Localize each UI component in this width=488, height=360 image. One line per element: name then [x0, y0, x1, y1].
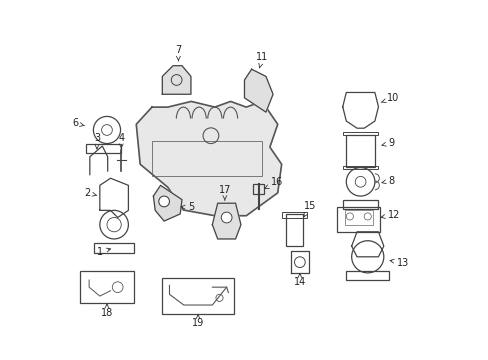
Bar: [346, 135, 374, 167]
Bar: [285, 214, 303, 246]
Text: 19: 19: [192, 315, 204, 328]
Bar: [94, 243, 134, 253]
Text: 4: 4: [118, 133, 124, 148]
Text: 14: 14: [293, 274, 305, 287]
Text: 11: 11: [256, 52, 268, 68]
Text: 17: 17: [218, 185, 230, 200]
Circle shape: [159, 196, 169, 207]
Text: 9: 9: [381, 138, 393, 148]
Polygon shape: [136, 102, 281, 216]
Polygon shape: [153, 185, 182, 221]
Text: 13: 13: [389, 258, 409, 268]
Bar: [342, 132, 378, 135]
Bar: [162, 278, 233, 314]
Polygon shape: [162, 66, 190, 94]
Text: 16: 16: [264, 177, 282, 189]
Text: 5: 5: [181, 202, 194, 212]
Text: 2: 2: [84, 188, 96, 198]
Bar: [337, 207, 380, 232]
Bar: [282, 212, 306, 217]
Bar: [152, 141, 262, 176]
Bar: [342, 166, 378, 169]
Bar: [253, 184, 264, 194]
Bar: [346, 271, 388, 280]
Text: 6: 6: [72, 118, 84, 129]
Text: 10: 10: [381, 93, 398, 103]
Bar: [85, 144, 121, 153]
Text: 15: 15: [304, 201, 316, 217]
Bar: [342, 200, 378, 208]
Text: 3: 3: [94, 133, 100, 149]
Circle shape: [221, 212, 231, 223]
Text: 1: 1: [97, 247, 110, 257]
Polygon shape: [244, 69, 272, 112]
Bar: [344, 210, 372, 225]
Bar: [80, 271, 134, 303]
Text: 18: 18: [101, 304, 113, 318]
Text: 8: 8: [381, 176, 393, 185]
Polygon shape: [212, 203, 241, 239]
Text: 12: 12: [380, 210, 400, 220]
Text: 7: 7: [175, 45, 181, 61]
